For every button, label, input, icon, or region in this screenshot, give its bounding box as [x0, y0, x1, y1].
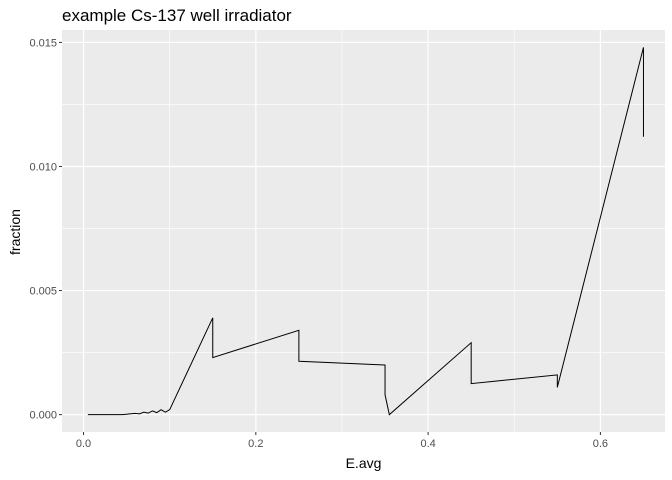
plot-panel [62, 30, 665, 432]
x-axis-label: E.avg [345, 455, 382, 471]
x-axis: 0.0 0.2 0.4 0.6 [76, 432, 608, 450]
x-tick-label: 0.2 [248, 438, 263, 450]
y-tick-label: 0.000 [29, 410, 57, 422]
x-tick-label: 0.0 [76, 438, 91, 450]
x-tick-label: 0.6 [593, 438, 608, 450]
chart-title: example Cs-137 well irradiator [62, 6, 292, 25]
x-tick-label: 0.4 [420, 438, 435, 450]
y-axis: 0.000 0.005 0.010 0.015 [29, 37, 62, 422]
y-tick-label: 0.015 [29, 37, 57, 49]
minor-grid [62, 30, 665, 432]
y-tick-label: 0.010 [29, 161, 57, 173]
major-grid [62, 30, 665, 432]
series-line [87, 47, 644, 416]
y-axis-label: fraction [7, 209, 23, 255]
y-tick-label: 0.005 [29, 286, 57, 298]
